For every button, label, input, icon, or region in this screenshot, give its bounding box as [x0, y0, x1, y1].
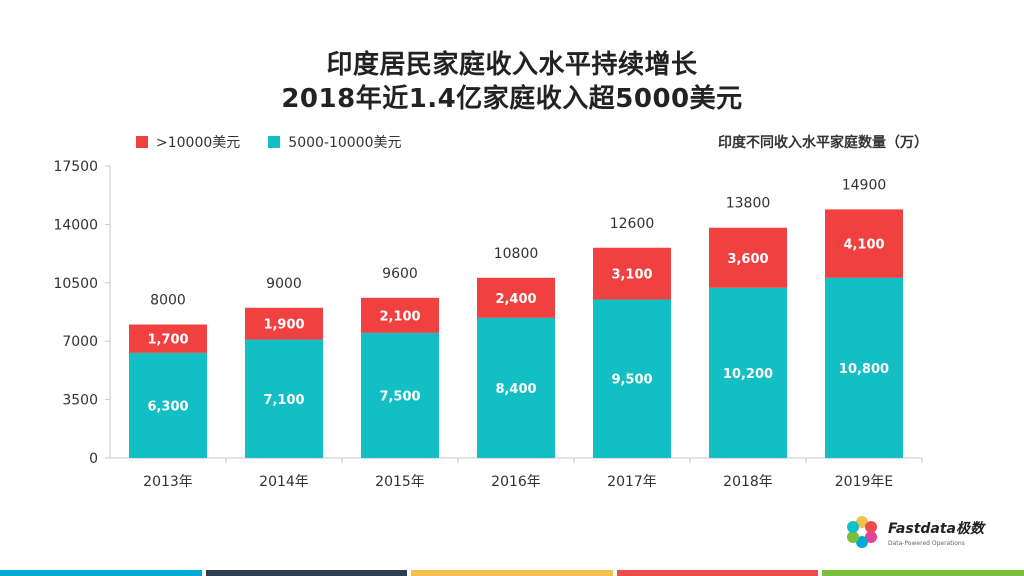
bar-segment-high — [825, 209, 903, 278]
y-tick-label: 0 — [89, 451, 98, 467]
legend-item-mid: 5000-10000美元 — [268, 132, 402, 152]
chart-title-line1: 印度居民家庭收入水平持续增长 — [326, 50, 698, 80]
bar-total-label: 9600 — [382, 266, 418, 282]
bar-total-label: 12600 — [610, 216, 655, 232]
logo-name: Fastdata极数 — [887, 520, 984, 537]
bar-label-high: 2,400 — [495, 292, 536, 307]
bar-total-label: 9000 — [266, 276, 302, 292]
bar-segment-high — [593, 247, 671, 300]
bottom-bar-segment — [616, 570, 819, 576]
logo-flower-icon — [846, 516, 877, 548]
bar-segment-mid — [361, 332, 439, 458]
bar-label-mid: 8,400 — [495, 382, 536, 397]
x-tick-label: 2014年 — [259, 474, 309, 490]
bar-label-mid: 9,500 — [611, 373, 652, 388]
bar-label-mid: 7,100 — [263, 393, 304, 408]
bar-label-mid: 10,800 — [839, 362, 889, 377]
bar-label-high: 1,700 — [147, 333, 188, 348]
bar-segment-mid — [129, 352, 207, 458]
y-tick-label: 7000 — [62, 334, 98, 350]
logo: Fastdata极数 Data-Powered Operations — [844, 514, 984, 550]
bar-segment-high — [709, 227, 787, 288]
x-tick-label: 2019年E — [835, 474, 893, 490]
legend-swatch-mid — [268, 136, 281, 148]
bottom-bar-segment — [822, 570, 1024, 576]
bar-label-high: 2,100 — [379, 309, 420, 324]
logo-tagline: Data-Powered Operations — [887, 539, 965, 547]
bar-segment-high — [245, 307, 323, 340]
bar-total-label: 8000 — [150, 293, 186, 309]
bar-segment-high — [477, 277, 555, 318]
chart-title-line2: 2018年近1.4亿家庭收入超5000美元 — [281, 84, 743, 114]
x-tick-label: 2015年 — [375, 474, 425, 490]
bar-total-label: 13800 — [726, 196, 771, 212]
legend-label-mid: 5000-10000美元 — [288, 135, 402, 151]
bar-segment-high — [361, 297, 439, 333]
bar-segment-mid — [709, 287, 787, 458]
x-tick-label: 2017年 — [607, 474, 657, 490]
bar-label-high: 4,100 — [843, 238, 884, 253]
bar-label-high: 3,100 — [611, 268, 652, 283]
legend-label-high: >10000美元 — [156, 135, 241, 151]
bar-total-label: 14900 — [842, 177, 887, 193]
bar-label-high: 1,900 — [263, 318, 304, 333]
x-tick-label: 2016年 — [491, 474, 541, 490]
legend-swatch-high — [136, 136, 148, 148]
bottom-bar-segment — [205, 570, 408, 576]
y-tick-label: 17500 — [53, 159, 98, 175]
bar-segment-mid — [825, 277, 903, 458]
x-tick-label: 2018年 — [723, 474, 773, 490]
bottom-color-bar — [0, 570, 1024, 576]
bar-segment-high — [129, 324, 207, 353]
bar-total-label: 10800 — [494, 246, 539, 262]
y-tick-label: 14000 — [53, 217, 98, 233]
bar-segment-mid — [245, 339, 323, 458]
y-tick-label: 3500 — [62, 393, 98, 409]
bar-segment-mid — [477, 317, 555, 458]
legend-item-high: >10000美元 — [136, 132, 240, 152]
bar-label-mid: 7,500 — [379, 389, 420, 404]
x-tick-label: 2013年 — [143, 474, 193, 490]
legend: >10000美元 5000-10000美元 — [136, 132, 402, 152]
y-tick-label: 10500 — [53, 276, 98, 292]
bar-label-mid: 10,200 — [723, 367, 773, 382]
bar-label-mid: 6,300 — [147, 399, 188, 414]
bar-segment-mid — [593, 299, 671, 458]
bottom-bar-segment — [411, 570, 613, 576]
bottom-bar-segment — [0, 570, 202, 576]
unit-note: 印度不同收入水平家庭数量（万） — [718, 135, 928, 151]
bar-label-high: 3,600 — [727, 252, 768, 267]
